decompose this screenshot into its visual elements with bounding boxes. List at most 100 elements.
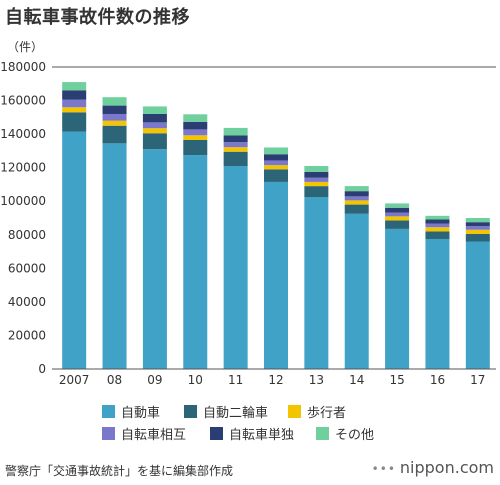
bar-segment-motorcycle [344, 204, 369, 214]
legend-label-motorcycle: 自動二輪車 [203, 406, 269, 421]
bar-segment-motorcycle [142, 133, 167, 150]
bar-segment-motorcycle [264, 169, 288, 182]
y-tick-label: 20000 [8, 328, 46, 342]
bar-segment-car [62, 131, 87, 369]
legend-swatch-car [102, 405, 115, 418]
legend-item-bicycle-alone: 自転車単独 [210, 424, 294, 443]
legend-swatch-bicycle-alone [210, 427, 223, 440]
legend-label-car: 自動車 [121, 406, 161, 421]
x-tick-label: 12 [268, 373, 283, 387]
bar-segment-motorcycle [385, 220, 410, 229]
bar-segment-motorcycle [102, 125, 127, 144]
bar-segment-other [223, 127, 248, 136]
bar-segment-other [183, 114, 208, 122]
bar-segment-bicycle_alone [344, 191, 369, 197]
bar-segment-motorcycle [223, 151, 248, 166]
x-tick-label: 15 [389, 373, 404, 387]
y-tick-label: 60000 [8, 261, 46, 275]
bar-segment-pedestrian [465, 229, 490, 234]
stacked-bar-chart: 0 20000 40000 60000 80000 100000 120000 140000 1… [0, 60, 496, 387]
legend-label-bicycle-alone: 自転車単独 [229, 428, 295, 443]
x-tick-label: 10 [188, 373, 203, 387]
x-tick-label: 13 [309, 373, 324, 387]
bar-segment-pedestrian [183, 135, 208, 140]
bar-segment-car [344, 213, 369, 369]
bar-segment-pedestrian [223, 147, 248, 152]
bar-segment-bicycle_vs_bicycle [385, 212, 410, 217]
y-tick-label: 80000 [8, 228, 46, 242]
y-tick-label: 120000 [0, 161, 46, 175]
bar-segment-bicycle_alone [102, 105, 127, 114]
bar-segment-bicycle_alone [425, 219, 450, 224]
y-tick-label: 160000 [0, 94, 46, 108]
bar-segment-pedestrian [304, 181, 329, 187]
bar-segment-bicycle_vs_bicycle [62, 99, 87, 108]
bar-segment-other [465, 218, 490, 223]
y-tick-label: 40000 [8, 295, 46, 309]
y-tick-label: 0 [38, 362, 46, 376]
brand-name: nippon.com [399, 458, 494, 477]
legend-swatch-motorcycle [184, 405, 197, 418]
x-tick-label: 08 [107, 373, 122, 387]
x-tick-label: 14 [349, 373, 364, 387]
x-tick-label: 09 [147, 373, 162, 387]
bar-segment-car [183, 155, 208, 369]
legend-item-motorcycle: 自動二輪車 [184, 402, 268, 421]
chart-title: 自転車事故件数の推移 [5, 7, 190, 28]
bar-segment-car [425, 238, 450, 369]
legend-item-car: 自動車 [102, 402, 160, 421]
y-tick-label: 180000 [0, 60, 46, 74]
bar-segment-other [385, 203, 410, 208]
bar-segment-pedestrian [344, 200, 369, 205]
bar-segment-bicycle_vs_bicycle [344, 196, 369, 201]
bar-segment-pedestrian [425, 227, 450, 232]
legend-item-other: その他 [316, 424, 374, 443]
bar-segment-car [465, 241, 490, 369]
bar-segment-pedestrian [264, 165, 288, 170]
bar-segment-other [102, 97, 127, 106]
y-axis-unit: （件） [7, 40, 44, 54]
legend-label-pedestrian: 歩行者 [307, 406, 347, 421]
bar-segment-motorcycle [425, 231, 450, 239]
bar-segment-other [142, 106, 167, 114]
legend-item-pedestrian: 歩行者 [288, 402, 346, 421]
bar-segment-pedestrian [142, 128, 167, 134]
bar-segment-bicycle_vs_bicycle [142, 122, 167, 129]
x-tick-label: 11 [228, 373, 243, 387]
bar-segment-bicycle_vs_bicycle [304, 177, 329, 182]
x-tick-label: 16 [430, 373, 445, 387]
bar-segment-bicycle_alone [223, 135, 248, 143]
brand-dots: ••• [371, 462, 396, 476]
bar-segment-motorcycle [183, 139, 208, 156]
bar-segment-other [304, 165, 329, 172]
y-tick-label: 140000 [0, 127, 46, 141]
bar-segment-car [264, 181, 288, 369]
bar-segment-bicycle_alone [304, 171, 329, 178]
bar-segment-bicycle_alone [183, 121, 208, 130]
bar-segment-other [62, 82, 87, 91]
x-tick-label: 2007 [59, 373, 90, 387]
legend-swatch-other [316, 427, 329, 440]
bar-segment-bicycle_alone [62, 90, 87, 100]
bar-segment-pedestrian [62, 107, 87, 113]
y-tick-label: 100000 [0, 194, 46, 208]
brand-logo: ••• nippon.com [372, 458, 494, 477]
legend-label-other: その他 [335, 428, 375, 443]
bar-segment-bicycle_alone [264, 154, 288, 161]
legend-label-bicycle-vs-bicycle: 自転車相互 [121, 428, 187, 443]
bar-segment-car [223, 165, 248, 369]
bar-segment-car [142, 149, 167, 369]
bar-segment-bicycle_alone [142, 113, 167, 123]
bar-segment-other [264, 147, 288, 155]
x-tick-label: 17 [470, 373, 485, 387]
bar-segment-motorcycle [304, 186, 329, 198]
bar-segment-bicycle_vs_bicycle [102, 113, 127, 121]
bar-segment-bicycle_vs_bicycle [264, 160, 288, 166]
bar-segment-bicycle_vs_bicycle [183, 129, 208, 136]
bar-segment-bicycle_vs_bicycle [425, 223, 450, 228]
bar-segment-car [102, 143, 127, 369]
source-note: 警察庁「交通事故統計」を基に編集部作成 [5, 464, 234, 478]
legend-item-bicycle-vs-bicycle: 自転車相互 [102, 424, 186, 443]
legend-swatch-bicycle-vs-bicycle [102, 427, 115, 440]
bar-segment-bicycle_alone [465, 222, 490, 227]
